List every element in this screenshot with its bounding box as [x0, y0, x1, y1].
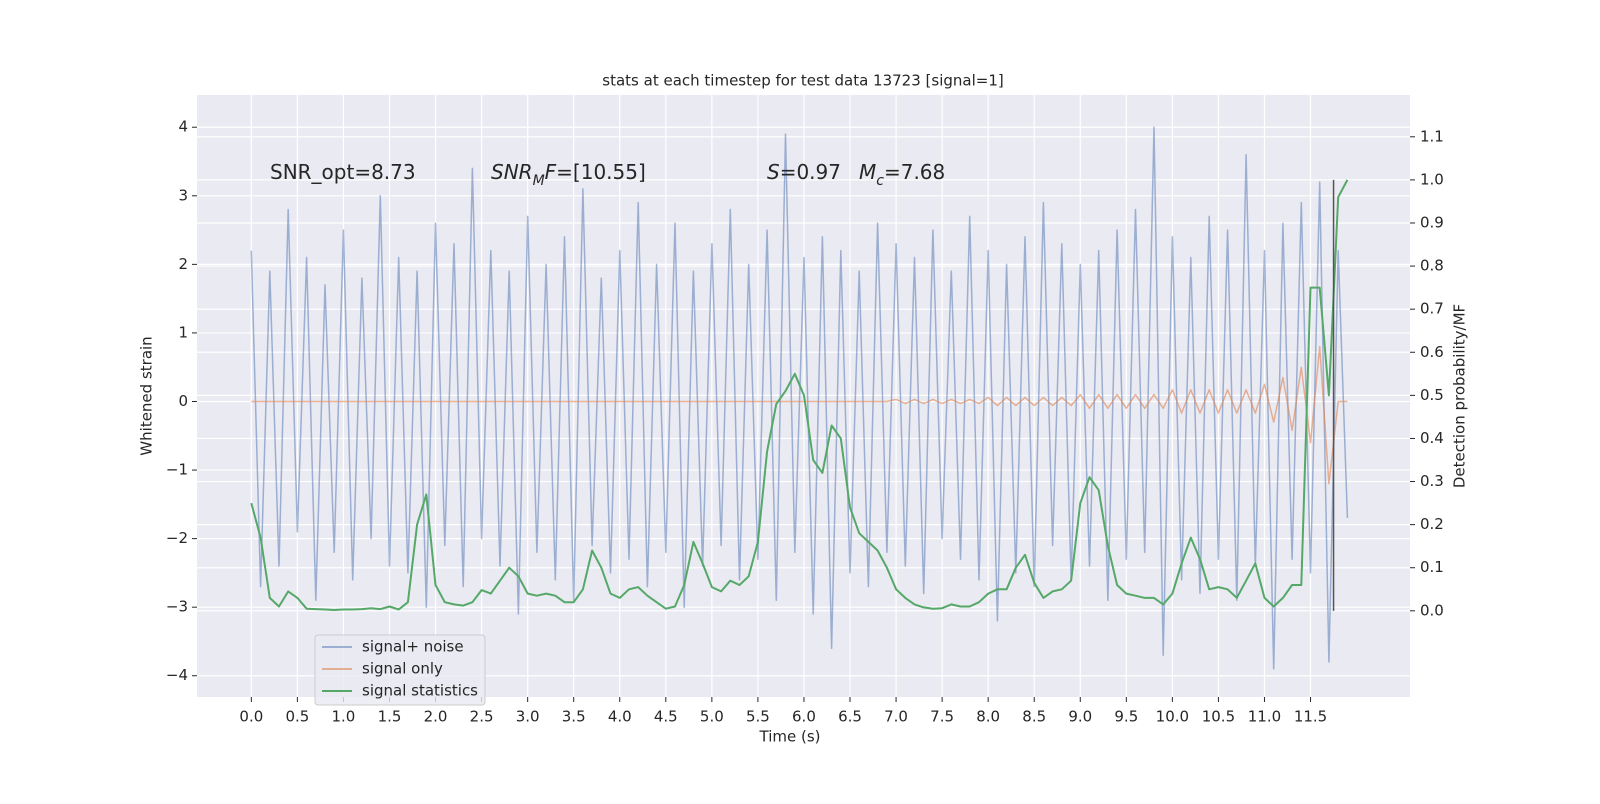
annotation-part: M — [533, 173, 545, 189]
x-tick-label: 5.0 — [700, 708, 724, 726]
annotation-part: SNR — [491, 160, 533, 184]
x-tick-label: 2.5 — [470, 708, 494, 726]
y2-tick-label: 0.9 — [1420, 213, 1444, 231]
y-tick-label: −4 — [166, 666, 188, 684]
y-tick-label: 1 — [178, 323, 188, 341]
y-tick-label: 4 — [178, 118, 188, 136]
y2-tick-label: 0.8 — [1420, 257, 1444, 275]
annotation-part: S — [767, 160, 780, 184]
x-tick-label: 11.5 — [1294, 708, 1327, 726]
y2-tick-label: 0.0 — [1420, 601, 1444, 619]
x-tick-label: 11.0 — [1248, 708, 1281, 726]
x-tick-label: 8.5 — [1022, 708, 1046, 726]
legend-label: signal only — [362, 660, 443, 678]
x-tick-label: 10.0 — [1156, 708, 1189, 726]
x-tick-label: 1.5 — [378, 708, 402, 726]
x-tick-label: 2.0 — [424, 708, 448, 726]
x-tick-label: 3.5 — [562, 708, 586, 726]
annotation: SNRMF=[10.55] — [491, 160, 646, 190]
annotation-part: c — [876, 173, 884, 189]
y2-tick-label: 0.5 — [1420, 386, 1444, 404]
x-tick-label: 3.0 — [516, 708, 540, 726]
x-tick-label: 4.5 — [654, 708, 678, 726]
annotation-part: =7.68 — [884, 160, 945, 184]
y2-tick-label: 0.1 — [1420, 558, 1444, 576]
series-line — [250, 126, 1349, 670]
x-tick-label: 0.0 — [239, 708, 263, 726]
x-tick-label: 7.0 — [884, 708, 908, 726]
annotation-part: =0.97 — [780, 160, 841, 184]
y-tick-label: −2 — [166, 529, 188, 547]
annotation-part: F — [545, 160, 557, 184]
series-line — [250, 179, 1349, 611]
y2-tick-label: 0.4 — [1420, 429, 1444, 447]
annotation: S=0.97 — [767, 160, 841, 184]
y2-tick-label: 0.3 — [1420, 472, 1444, 490]
y2-axis-label: Detection probability/MF — [1451, 304, 1469, 488]
x-tick-label: 9.5 — [1114, 708, 1138, 726]
y2-tick-label: 1.1 — [1420, 127, 1444, 145]
annotation-part: M — [859, 160, 876, 184]
chart-title: stats at each timestep for test data 137… — [602, 72, 1003, 90]
series-line — [251, 345, 1348, 485]
x-tick-label: 6.0 — [792, 708, 816, 726]
x-tick-label: 9.0 — [1068, 708, 1092, 726]
y2-tick-label: 0.7 — [1420, 300, 1444, 318]
x-tick-label: 8.0 — [976, 708, 1000, 726]
y-tick-label: −3 — [166, 598, 188, 616]
x-tick-label: 7.5 — [930, 708, 954, 726]
legend-label: signal+ noise — [362, 638, 464, 656]
y2-tick-label: 0.2 — [1420, 515, 1444, 533]
annotation: SNR_opt=8.73 — [270, 160, 416, 184]
y-axis-label: Whitened strain — [138, 336, 156, 455]
x-tick-label: 1.0 — [332, 708, 356, 726]
y-tick-label: 0 — [178, 392, 188, 410]
x-axis-label: Time (s) — [759, 728, 821, 746]
annotation-part: =[10.55] — [556, 160, 646, 184]
y-tick-label: 3 — [178, 186, 188, 204]
annotation-part: SNR_opt=8.73 — [270, 160, 416, 184]
y-tick-label: −1 — [166, 461, 188, 479]
y2-tick-label: 0.6 — [1420, 343, 1444, 361]
x-tick-label: 6.5 — [838, 708, 862, 726]
x-tick-label: 5.5 — [746, 708, 770, 726]
x-tick-label: 4.0 — [608, 708, 632, 726]
y-tick-label: 2 — [178, 255, 188, 273]
x-tick-label: 10.5 — [1202, 708, 1235, 726]
y2-tick-label: 1.0 — [1420, 170, 1444, 188]
legend-label: signal statistics — [362, 682, 478, 700]
x-tick-label: 0.5 — [285, 708, 309, 726]
annotation: Mc=7.68 — [859, 160, 945, 190]
legend-box — [314, 634, 486, 706]
